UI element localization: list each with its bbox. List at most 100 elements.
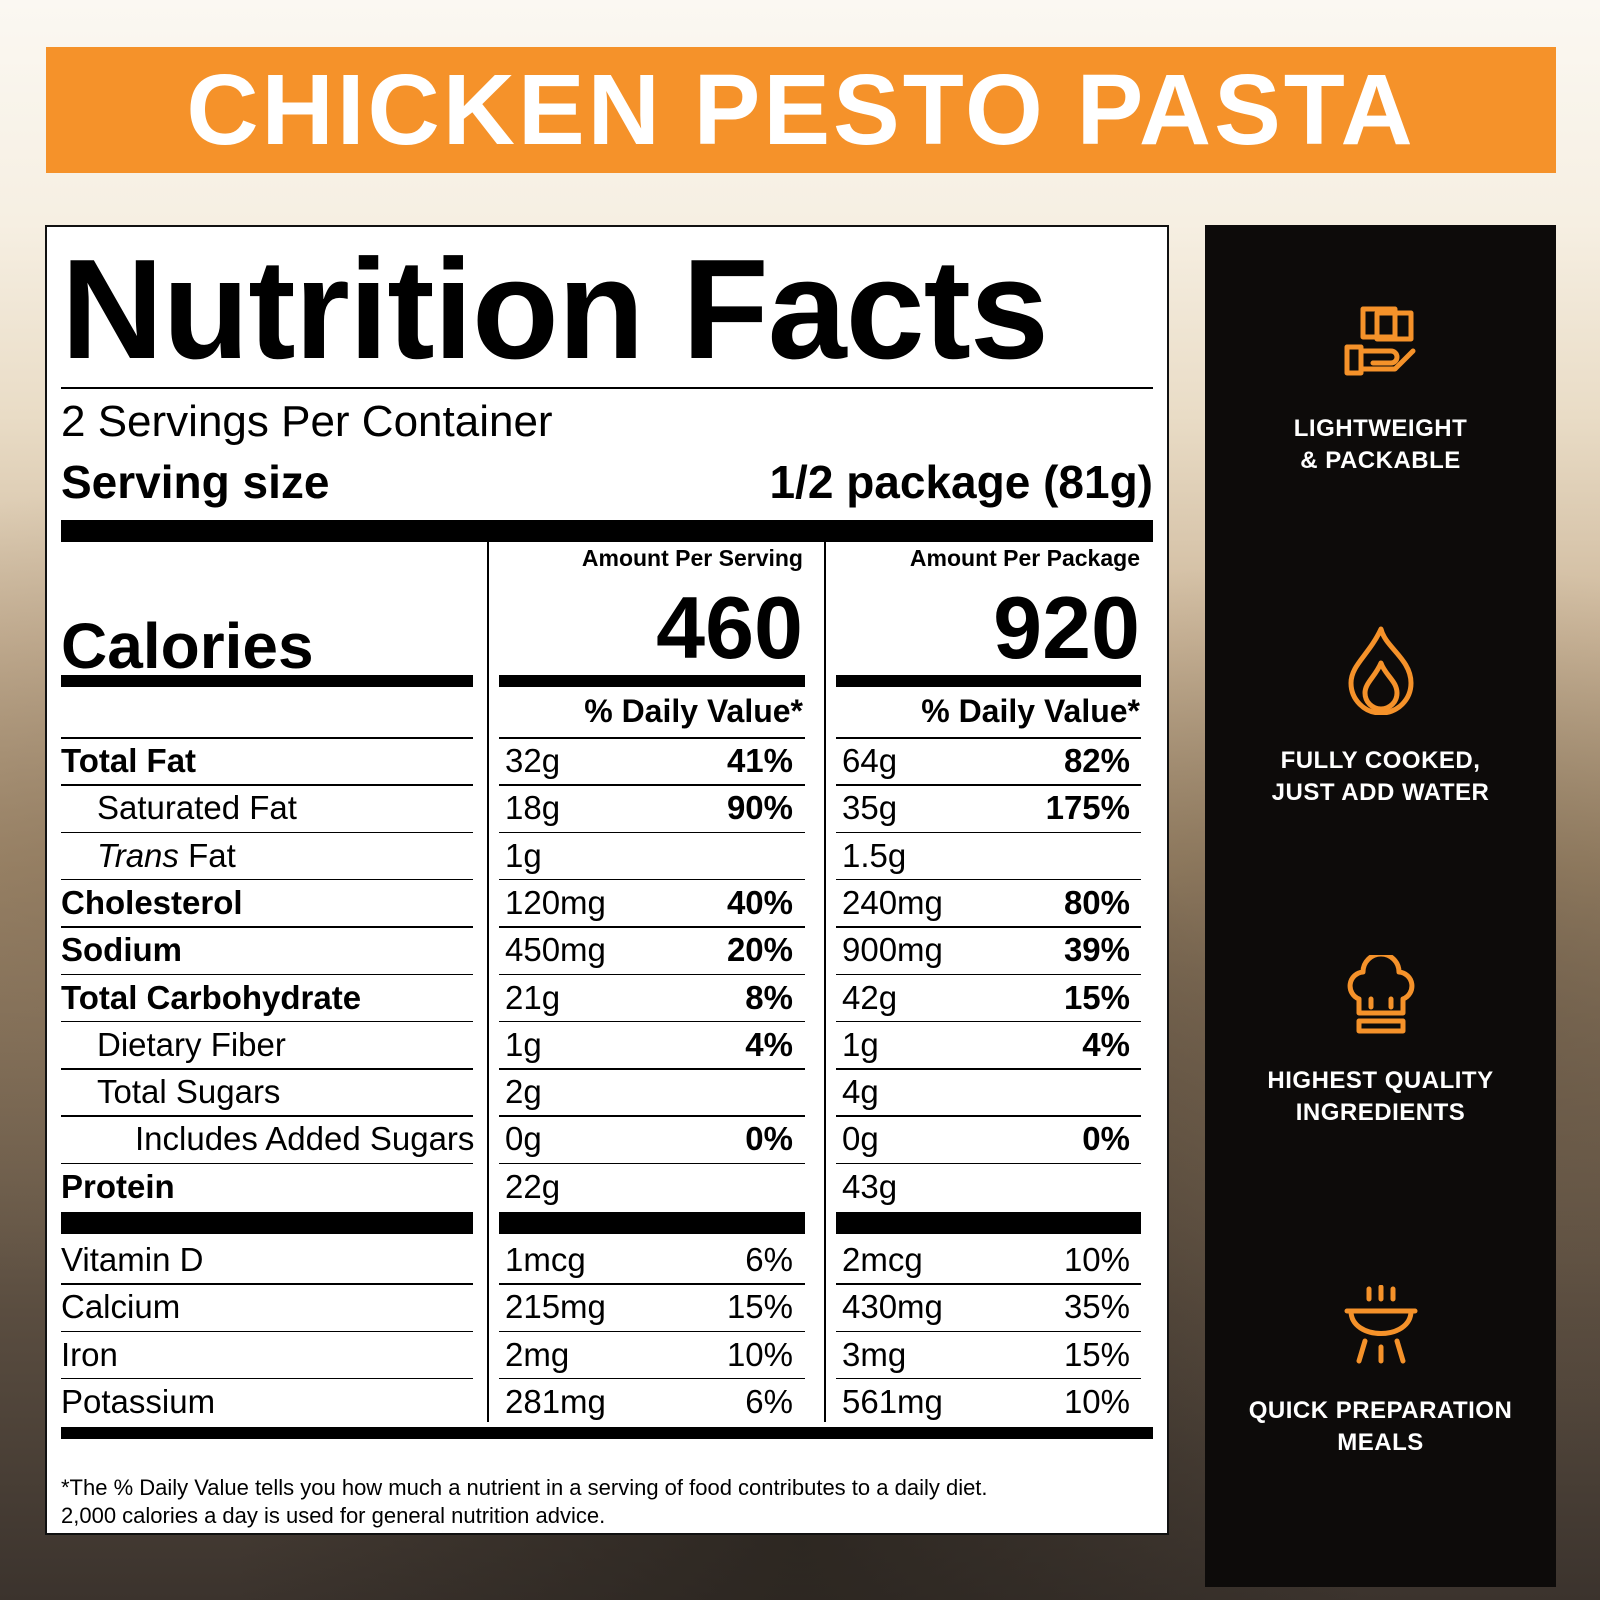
row-divider [61, 784, 473, 786]
serving-size-value: 1/2 package (81g) [769, 456, 1153, 508]
feature-text-line1: QUICK PREPARATION [1248, 1397, 1513, 1424]
package-amount: 3mg [842, 1335, 907, 1373]
serving-amount: 120mg [505, 883, 606, 921]
chef-hat-icon [1347, 955, 1414, 1034]
row-divider [61, 831, 473, 834]
feature-lightweight: LIGHTWEIGHT & PACKABLE [1205, 303, 1556, 477]
package-daily-value: 4% [1082, 1025, 1130, 1063]
nutrient-row: Dietary Fiber 1g 4% 1g 4% [47, 1021, 1167, 1068]
nutrient-label: Vitamin D [61, 1241, 204, 1278]
row-divider [61, 1115, 473, 1117]
vitamin-row: Calcium 215mg 15% 430mg 35% [47, 1283, 1167, 1330]
vitamin-row: Vitamin D 1mcg 6% 2mcg 10% [47, 1236, 1167, 1283]
row-divider [61, 737, 473, 739]
feature-text-line2: JUST ADD WATER [1271, 779, 1490, 806]
row-divider [499, 1330, 805, 1333]
row-divider [499, 831, 805, 834]
thick-divider [499, 675, 805, 687]
thick-divider [61, 1212, 473, 1234]
row-divider [836, 1283, 1141, 1285]
nutrition-facts-panel: Nutrition Facts 2 Servings Per Container… [45, 225, 1169, 1535]
package-amount: 4g [842, 1073, 879, 1111]
feature-text-line2: MEALS [1337, 1429, 1424, 1456]
row-divider [499, 1020, 805, 1023]
thick-divider [836, 675, 1141, 687]
serving-amount: 22g [505, 1167, 561, 1205]
servings-per-container: 2 Servings Per Container [61, 397, 553, 446]
package-amount: 35g [842, 789, 898, 827]
serving-daily-value: 10% [726, 1335, 793, 1373]
serving-amount: 32g [505, 742, 561, 779]
nutrient-row: Protein 22g 43g [47, 1163, 1167, 1210]
feature-text-line2: INGREDIENTS [1295, 1099, 1466, 1126]
row-divider [836, 1377, 1141, 1380]
package-amount: 430mg [842, 1288, 943, 1326]
feature-quick-prep: QUICK PREPARATION MEALS [1205, 1285, 1556, 1459]
thick-divider [61, 675, 473, 687]
row-divider [836, 1162, 1141, 1165]
row-divider [61, 973, 473, 975]
row-divider [499, 737, 805, 739]
column-divider [487, 542, 489, 1422]
daily-value-header-package: % Daily Value* [921, 693, 1140, 729]
package-amount: 900mg [842, 931, 943, 969]
feature-fully-cooked: FULLY COOKED, JUST ADD WATER [1205, 625, 1556, 809]
product-title: CHICKEN PESTO PASTA [186, 54, 1416, 166]
row-divider [61, 878, 473, 881]
nutrient-row: Includes Added Sugars 0g 0% 0g 0% [47, 1115, 1167, 1162]
nutrient-row: Total Fat 32g 41% 64g 82% [47, 737, 1167, 784]
feature-text-line2: & PACKABLE [1300, 447, 1461, 474]
row-divider [836, 1020, 1141, 1023]
flame-icon [1348, 626, 1413, 715]
row-divider [499, 926, 805, 928]
row-divider [61, 1020, 473, 1023]
nutrient-row: Cholesterol 120mg 40% 240mg 80% [47, 879, 1167, 926]
nutrient-label: Total Sugars [97, 1073, 281, 1111]
row-divider [836, 1068, 1141, 1070]
nutrient-row: Sodium 450mg 20% 900mg 39% [47, 926, 1167, 973]
features-sidebar: LIGHTWEIGHT & PACKABLE FULLY COOKED, JUS… [1205, 225, 1556, 1587]
row-divider [836, 878, 1141, 881]
package-hand-icon [1344, 306, 1415, 376]
row-divider [61, 1330, 473, 1333]
nutrient-label: Calcium [61, 1288, 181, 1326]
nutrient-row: Saturated Fat 18g 90% 35g 175% [47, 784, 1167, 831]
serving-daily-value: 90% [726, 789, 793, 827]
row-divider [836, 784, 1141, 786]
serving-amount: 2g [505, 1073, 542, 1111]
feature-text-line1: FULLY COOKED, [1280, 747, 1481, 774]
serving-amount: 21g [505, 978, 561, 1016]
package-amount: 240mg [842, 883, 943, 921]
row-divider [61, 1162, 473, 1165]
nutrient-label: Saturated Fat [97, 789, 297, 827]
package-amount: 2mcg [842, 1241, 923, 1278]
row-divider [61, 1068, 473, 1070]
nutrient-label: Protein [61, 1167, 175, 1205]
footnote-line-1: *The % Daily Value tells you how much a … [61, 1475, 988, 1500]
row-divider [499, 878, 805, 881]
feature-text-line1: LIGHTWEIGHT [1293, 415, 1468, 442]
serving-daily-value: 6% [745, 1382, 793, 1420]
serving-amount: 281mg [505, 1382, 606, 1420]
serving-daily-value: 4% [745, 1025, 793, 1063]
serving-daily-value: 15% [726, 1288, 793, 1326]
nutrient-label: Total Carbohydrate [61, 978, 362, 1016]
package-daily-value: 15% [1063, 978, 1130, 1016]
serving-amount: 1g [505, 1025, 542, 1063]
row-divider [836, 973, 1141, 975]
nutrient-row: Total Sugars 2g 4g [47, 1068, 1167, 1115]
row-divider [499, 1377, 805, 1380]
package-amount: 1.5g [842, 836, 907, 874]
serving-amount: 18g [505, 789, 561, 827]
package-daily-value: 35% [1063, 1288, 1130, 1326]
serving-amount: 2mg [505, 1335, 570, 1373]
nutrient-row: Total Carbohydrate 21g 8% 42g 15% [47, 974, 1167, 1021]
column-header-serving: Amount Per Serving [581, 545, 803, 571]
serving-amount: 215mg [505, 1288, 606, 1326]
nutrient-label: Sodium [61, 931, 182, 969]
serving-amount: 1g [505, 836, 542, 874]
cooking-pot-icon [1344, 1285, 1417, 1364]
row-divider [499, 1283, 805, 1285]
serving-daily-value: 6% [745, 1241, 793, 1278]
column-divider [824, 542, 826, 1422]
